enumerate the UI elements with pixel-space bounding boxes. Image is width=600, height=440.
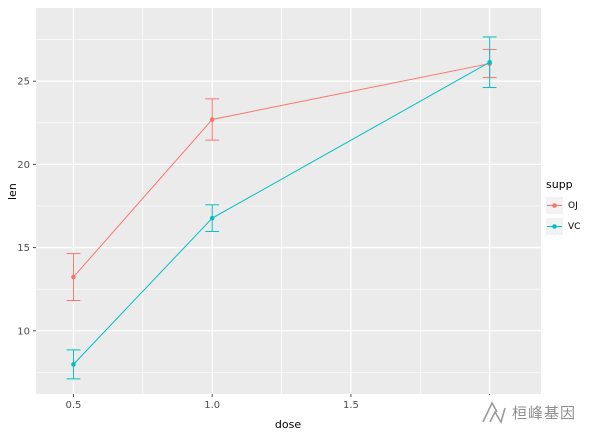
svg-text:20: 20 (17, 160, 30, 171)
legend-label-vc: VC (568, 221, 581, 232)
svg-text:15: 15 (17, 243, 30, 254)
svg-text:1.0: 1.0 (204, 400, 220, 411)
watermark-logo-icon (482, 401, 506, 424)
watermark-text: 桓峰基因 (512, 403, 577, 422)
legend-title: supp (546, 178, 573, 191)
svg-text:25: 25 (17, 77, 30, 88)
legend-item-oj: OJ (546, 197, 580, 214)
svg-text:0.5: 0.5 (66, 400, 82, 411)
legend-label-oj: OJ (568, 200, 578, 211)
svg-text:1.5: 1.5 (343, 400, 359, 411)
watermark: 桓峰基因 (476, 395, 577, 429)
x-axis-title: dose (274, 418, 302, 431)
legend-key-oj-icon (546, 197, 563, 214)
y-axis-title: len (6, 183, 19, 200)
legend: supp OJ VC (546, 178, 580, 239)
legend-item-vc: VC (546, 218, 580, 235)
svg-text:10: 10 (17, 326, 30, 337)
legend-key-vc-icon (546, 218, 563, 235)
